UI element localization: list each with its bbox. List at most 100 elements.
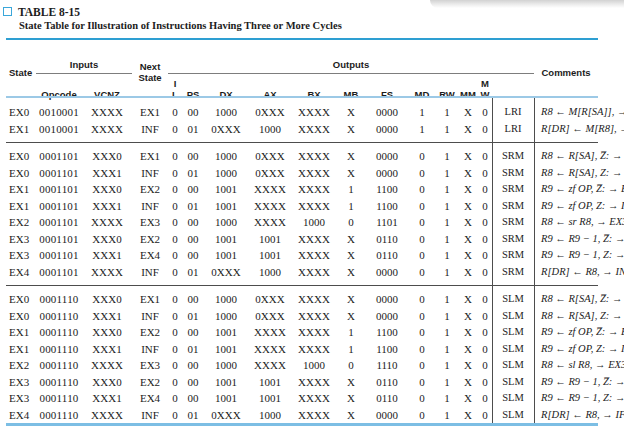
col-header-mm: MM bbox=[458, 74, 478, 105]
cell-state: EX1 bbox=[6, 324, 36, 341]
cell-mm: X bbox=[458, 291, 478, 308]
col-header-next-state: Next State bbox=[132, 40, 168, 104]
table-subtitle: State Table for Illustration of Instruct… bbox=[3, 19, 624, 33]
cell-mb: X bbox=[336, 247, 366, 264]
cell-mnem: SLM bbox=[492, 390, 534, 407]
cell-rw: 1 bbox=[436, 247, 458, 264]
cell-mm: X bbox=[458, 198, 478, 215]
cell-rw: 1 bbox=[436, 374, 458, 391]
table-row: EX30001110XXX0EX200010011001XXXXX011001X… bbox=[6, 374, 598, 391]
cell-il: 0 bbox=[168, 198, 182, 215]
cell-vcnz: XXX1 bbox=[82, 198, 132, 215]
cell-mnem: SRM bbox=[492, 231, 534, 248]
cell-mb: X bbox=[336, 165, 366, 182]
group-separator bbox=[6, 137, 598, 148]
textbook-page: TABLE 8-15 State Table for Illustration … bbox=[0, 0, 624, 430]
cell-ax: XXXX bbox=[248, 324, 292, 341]
cell-dx: 1001 bbox=[204, 181, 248, 198]
mnemonic-left-rule bbox=[492, 98, 493, 423]
cell-next: INF bbox=[132, 198, 168, 215]
cell-mb: X bbox=[336, 231, 366, 248]
cell-next: EX4 bbox=[132, 247, 168, 264]
cell-mb: X bbox=[336, 308, 366, 325]
cell-opcode: 0001110 bbox=[36, 341, 82, 358]
cell-mnem: SLM bbox=[492, 291, 534, 308]
cell-il: 0 bbox=[168, 181, 182, 198]
col-header-dx: DX bbox=[204, 74, 248, 105]
cell-comment: R8 ← M[R[SA]], → EX1 bbox=[534, 104, 598, 121]
cell-state: EX0 bbox=[6, 165, 36, 182]
cell-fs: 1100 bbox=[366, 324, 408, 341]
cell-mw: 0 bbox=[478, 291, 492, 308]
cell-mw: 0 bbox=[478, 121, 492, 138]
table-row: EX00001101XXX0EX100010000XXXXXXXX000001X… bbox=[6, 148, 598, 165]
cell-vcnz: XXX1 bbox=[82, 247, 132, 264]
cell-mw: 0 bbox=[478, 165, 492, 182]
cell-comment: R9 ← R9 − 1, Z: → EX4 bbox=[534, 390, 598, 407]
cell-mb: 0 bbox=[336, 357, 366, 374]
cell-next: INF bbox=[132, 341, 168, 358]
cell-rw: 1 bbox=[436, 148, 458, 165]
table-row: EX00001110XXX1INF00110000XXXXXXXX000001X… bbox=[6, 308, 598, 325]
cell-vcnz: XXXX bbox=[82, 407, 132, 425]
cell-mw: 0 bbox=[478, 231, 492, 248]
cell-mm: X bbox=[458, 374, 478, 391]
table-row: EX10001110XXX1INF0011001XXXXXXXX1110001X… bbox=[6, 341, 598, 358]
cell-md: 0 bbox=[408, 165, 436, 182]
cell-md: 0 bbox=[408, 198, 436, 215]
cell-ps: 01 bbox=[182, 308, 204, 325]
cell-ps: 00 bbox=[182, 181, 204, 198]
cell-ax: 1001 bbox=[248, 247, 292, 264]
col-header-fs: FS bbox=[366, 74, 408, 105]
cell-mnem: LRI bbox=[492, 121, 534, 138]
cell-state: EX0 bbox=[6, 308, 36, 325]
cell-opcode: 0001101 bbox=[36, 247, 82, 264]
cell-bx: XXXX bbox=[292, 121, 336, 138]
cell-ps: 01 bbox=[182, 407, 204, 425]
cell-mm: X bbox=[458, 148, 478, 165]
cell-fs: 0000 bbox=[366, 264, 408, 281]
cell-next: EX1 bbox=[132, 104, 168, 121]
cell-mm: X bbox=[458, 181, 478, 198]
cell-bx: XXXX bbox=[292, 390, 336, 407]
cell-il: 0 bbox=[168, 165, 182, 182]
cell-mw: 0 bbox=[478, 181, 492, 198]
cell-comment: R8 ← sr R8, → EX3 bbox=[534, 214, 598, 231]
cell-next: EX2 bbox=[132, 374, 168, 391]
cell-mm: X bbox=[458, 165, 478, 182]
cell-dx: 0XXX bbox=[204, 121, 248, 138]
cell-state: EX3 bbox=[6, 247, 36, 264]
cell-next: INF bbox=[132, 308, 168, 325]
cell-vcnz: XXX1 bbox=[82, 308, 132, 325]
cell-mm: X bbox=[458, 247, 478, 264]
cell-bx: XXXX bbox=[292, 341, 336, 358]
cell-dx: 0XXX bbox=[204, 407, 248, 425]
cell-comment: R9 ← zf OP, Z: → INF* bbox=[534, 341, 598, 358]
cell-opcode: 0001110 bbox=[36, 407, 82, 425]
cell-bx: XXXX bbox=[292, 264, 336, 281]
table-row: EX40001101XXXXINF0010XXX1000XXXXX000001X… bbox=[6, 264, 598, 281]
cell-next: EX1 bbox=[132, 291, 168, 308]
cell-mm: X bbox=[458, 121, 478, 138]
cell-next: EX3 bbox=[132, 214, 168, 231]
cell-mnem: SRM bbox=[492, 247, 534, 264]
cell-ps: 00 bbox=[182, 374, 204, 391]
cell-mm: X bbox=[458, 407, 478, 425]
cell-comment: R9 ← R9 − 1, Z̅: → EX2 bbox=[534, 374, 598, 391]
cell-fs: 0000 bbox=[366, 165, 408, 182]
col-header-md: MD bbox=[408, 74, 436, 105]
cell-ax: XXXX bbox=[248, 198, 292, 215]
col-header-rw: RW bbox=[436, 74, 458, 105]
col-header-il: I L bbox=[168, 74, 182, 105]
table-group-lri: EX00010001XXXXEX100010000XXXXXXXX000011X… bbox=[6, 104, 598, 137]
state-table-wrapper: State Inputs Next State Outputs Comments… bbox=[6, 40, 598, 426]
cell-dx: 1000 bbox=[204, 104, 248, 121]
table-group-slm: EX00001110XXX0EX100010000XXXXXXXX000001X… bbox=[6, 280, 598, 425]
cell-mw: 0 bbox=[478, 308, 492, 325]
cell-md: 0 bbox=[408, 264, 436, 281]
cell-opcode: 0010001 bbox=[36, 104, 82, 121]
cell-mw: 0 bbox=[478, 374, 492, 391]
cell-mm: X bbox=[458, 308, 478, 325]
cell-rw: 1 bbox=[436, 407, 458, 425]
cell-ax: 1001 bbox=[248, 390, 292, 407]
